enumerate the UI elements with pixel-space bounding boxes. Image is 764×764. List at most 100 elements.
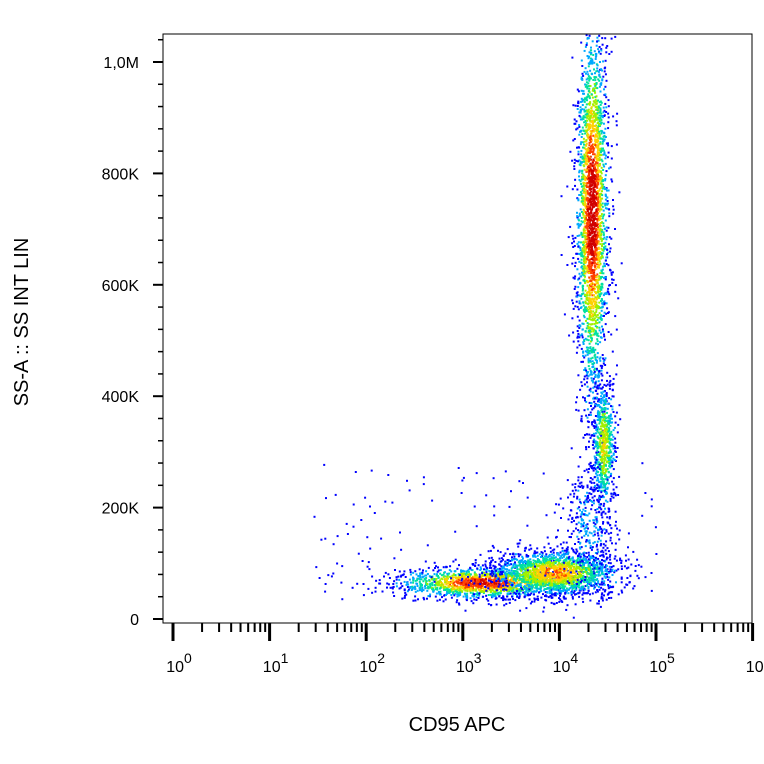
data-point bbox=[587, 235, 590, 238]
data-point bbox=[460, 569, 462, 572]
data-point bbox=[578, 324, 581, 327]
data-point bbox=[484, 568, 487, 571]
data-point bbox=[400, 575, 402, 578]
data-point bbox=[593, 230, 596, 233]
data-point bbox=[581, 189, 584, 192]
data-point bbox=[599, 147, 602, 150]
data-point bbox=[611, 395, 614, 398]
data-point bbox=[597, 387, 600, 390]
data-point bbox=[608, 516, 611, 518]
data-point bbox=[582, 343, 585, 345]
data-point bbox=[476, 567, 479, 570]
data-point bbox=[595, 380, 598, 383]
data-point bbox=[599, 215, 602, 218]
data-point bbox=[596, 318, 599, 321]
data-point bbox=[470, 569, 473, 571]
data-point bbox=[450, 594, 453, 596]
data-point bbox=[580, 360, 583, 363]
data-point bbox=[596, 450, 599, 453]
data-point bbox=[588, 172, 591, 175]
data-point bbox=[466, 588, 469, 591]
data-point bbox=[585, 294, 588, 297]
data-point bbox=[584, 240, 587, 243]
data-point bbox=[482, 582, 485, 585]
data-point bbox=[596, 219, 599, 222]
data-point bbox=[593, 259, 596, 262]
data-point bbox=[599, 217, 602, 220]
data-point bbox=[487, 603, 490, 606]
data-point bbox=[610, 178, 613, 181]
data-point bbox=[607, 116, 610, 119]
data-point bbox=[594, 55, 597, 58]
data-point bbox=[604, 193, 607, 196]
data-point bbox=[452, 591, 455, 594]
data-point bbox=[615, 520, 617, 523]
data-point bbox=[582, 137, 585, 140]
data-point bbox=[507, 592, 510, 595]
data-point bbox=[431, 588, 434, 591]
data-point bbox=[436, 573, 438, 576]
data-point bbox=[605, 226, 608, 229]
data-point bbox=[602, 478, 604, 481]
data-point bbox=[591, 127, 594, 130]
data-point bbox=[588, 352, 591, 355]
data-point bbox=[487, 599, 490, 602]
data-point bbox=[590, 249, 593, 252]
data-point bbox=[606, 568, 609, 571]
data-point bbox=[582, 360, 584, 363]
data-point bbox=[600, 230, 603, 233]
data-point bbox=[517, 583, 520, 586]
data-point bbox=[589, 583, 592, 586]
data-point bbox=[586, 228, 589, 231]
data-point bbox=[591, 291, 593, 294]
data-point bbox=[598, 79, 601, 82]
data-point bbox=[428, 579, 431, 582]
data-point bbox=[588, 268, 591, 270]
data-point bbox=[585, 163, 588, 166]
data-point bbox=[469, 579, 471, 582]
data-point bbox=[588, 288, 591, 291]
data-point bbox=[596, 204, 599, 207]
data-point bbox=[589, 101, 592, 104]
data-point bbox=[441, 578, 444, 581]
data-point bbox=[589, 268, 592, 271]
data-point bbox=[590, 285, 593, 288]
data-point bbox=[591, 240, 593, 243]
data-point bbox=[598, 257, 600, 260]
data-point bbox=[584, 289, 587, 292]
data-point bbox=[494, 586, 497, 589]
data-point bbox=[589, 109, 592, 112]
data-point bbox=[584, 229, 587, 232]
data-point bbox=[592, 195, 595, 198]
data-point bbox=[593, 385, 596, 388]
data-point bbox=[590, 371, 593, 374]
data-point bbox=[592, 365, 595, 368]
data-point bbox=[580, 194, 582, 197]
data-point bbox=[606, 428, 609, 431]
data-point bbox=[414, 586, 416, 589]
data-point bbox=[470, 587, 473, 590]
data-point bbox=[591, 143, 594, 146]
data-point bbox=[599, 103, 602, 106]
data-point bbox=[600, 247, 603, 250]
data-point bbox=[603, 433, 606, 436]
data-point bbox=[601, 549, 604, 552]
data-point bbox=[479, 588, 482, 591]
data-point bbox=[586, 116, 589, 119]
data-point bbox=[612, 496, 615, 499]
data-point bbox=[607, 151, 610, 154]
data-point bbox=[589, 326, 591, 329]
data-point bbox=[598, 588, 601, 591]
data-point bbox=[603, 463, 606, 466]
data-point bbox=[604, 452, 607, 455]
data-point bbox=[601, 386, 604, 389]
data-point bbox=[476, 583, 479, 586]
data-point bbox=[582, 141, 584, 144]
data-point bbox=[578, 294, 581, 297]
data-point bbox=[433, 573, 436, 576]
data-point bbox=[591, 147, 594, 150]
data-point bbox=[436, 588, 439, 591]
data-point bbox=[446, 588, 449, 591]
data-point bbox=[602, 469, 605, 472]
data-point bbox=[590, 131, 593, 134]
